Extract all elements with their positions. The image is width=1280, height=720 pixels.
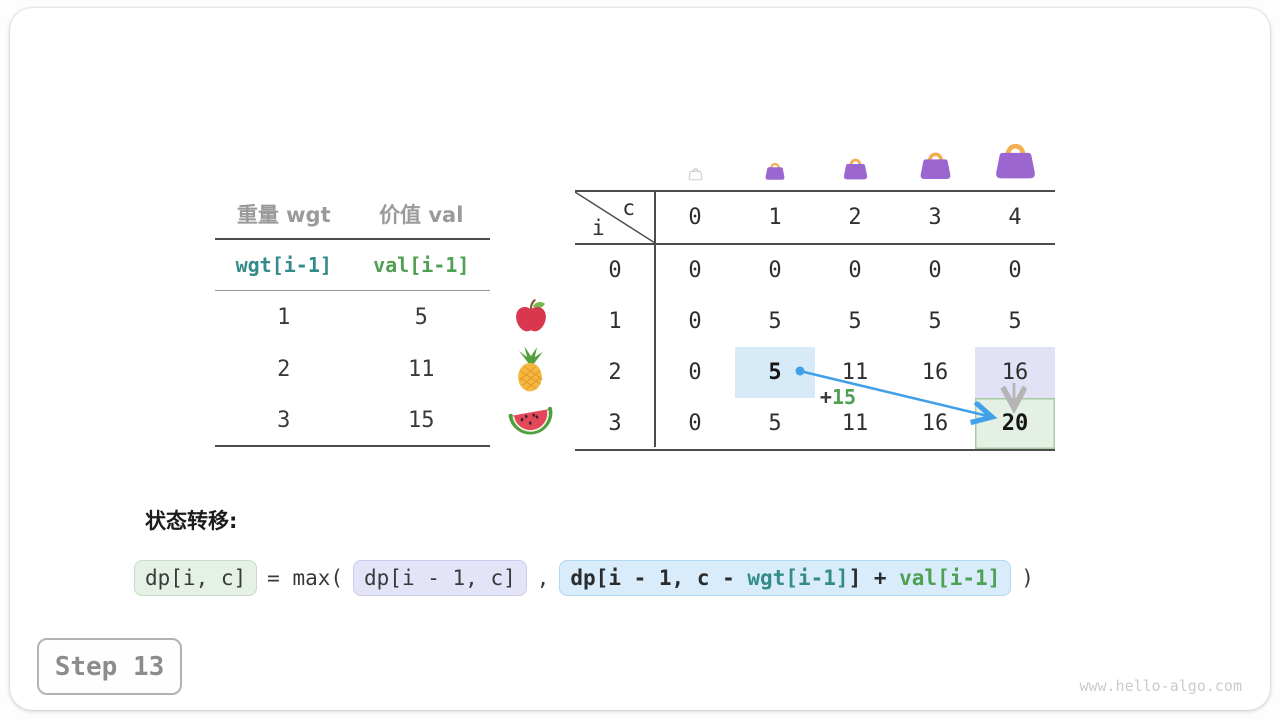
- item-row-1: 1 5: [215, 291, 490, 343]
- bag-capacity-4: [975, 118, 1055, 181]
- dp-table: c i 0 1 2 3 4 0 0 0 0 0 0 1 0 5 5 5 5 2 …: [575, 190, 1055, 451]
- dp-cell-3-0: 0: [688, 411, 702, 436]
- item-2-weight: 2: [277, 356, 291, 382]
- row-axis-label: i: [592, 216, 605, 240]
- state-transition-formula: dp[i, c] = max( dp[i - 1, c] , dp[i - 1,…: [134, 560, 1034, 596]
- dp-cell-1-3: 5: [928, 309, 942, 334]
- dp-cell-0-1: 0: [768, 258, 782, 283]
- take-val-term: val[i-1]: [899, 566, 1001, 590]
- dp-cell-0-0: 0: [688, 258, 702, 283]
- formula-comma: ,: [536, 566, 550, 590]
- weight-header: 重量 wgt: [236, 203, 331, 227]
- dp-cell-1-1: 5: [768, 309, 782, 334]
- item-2-value: 11: [408, 356, 435, 382]
- col-header-3: 3: [928, 205, 942, 230]
- wgt-array-label: wgt[i-1]: [235, 253, 332, 277]
- take-prefix: dp[i - 1, c -: [570, 566, 748, 590]
- dp-cell-2-4-source-skip: 16: [975, 347, 1055, 398]
- pineapple-icon: [511, 345, 549, 397]
- step-badge: Step 13: [37, 638, 182, 695]
- dp-cell-2-1-source-take: 5: [735, 347, 815, 398]
- col-header-1: 1: [768, 205, 782, 230]
- col-axis-label: c: [622, 196, 635, 220]
- bag-capacity-1: [735, 118, 815, 181]
- dp-row-1: 1 0 5 5 5 5: [575, 296, 1055, 347]
- bag-capacity-2: [815, 118, 895, 181]
- dp-cell-1-4: 5: [1008, 309, 1022, 334]
- state-transition-title: 状态转移:: [145, 509, 238, 533]
- item-table-header-row: 重量 wgt 价值 val: [215, 190, 490, 240]
- dp-table-axis-divider: [654, 190, 656, 447]
- row-header-0: 0: [608, 258, 622, 283]
- dp-cell-1-0: 0: [688, 309, 702, 334]
- dp-cell-2-3: 16: [921, 360, 949, 385]
- capacity-bags-row: [655, 118, 1055, 181]
- formula-eq-max: = max(: [267, 566, 344, 590]
- dp-row-0: 0 0 0 0 0 0: [575, 245, 1055, 296]
- step-label: Step 13: [54, 651, 165, 682]
- item-1-value: 5: [414, 304, 428, 330]
- bag-capacity-3: [895, 118, 975, 181]
- item-3-value: 15: [408, 407, 435, 433]
- value-header: 价值 val: [379, 203, 464, 227]
- row-header-3: 3: [608, 411, 622, 436]
- item-1-weight: 1: [277, 304, 291, 330]
- dp-cell-0-2: 0: [848, 258, 862, 283]
- dp-cell-0-3: 0: [928, 258, 942, 283]
- item-table: 重量 wgt 价值 val wgt[i-1] val[i-1] 1 5 2 11…: [215, 190, 490, 447]
- dp-header-row: c i 0 1 2 3 4: [575, 192, 1055, 245]
- watermelon-icon: [508, 401, 554, 441]
- row-header-2: 2: [608, 360, 622, 385]
- formula-dp-take-chip: dp[i - 1, c - wgt[i-1]] + val[i-1]: [559, 560, 1012, 596]
- bag-capacity-0: [655, 118, 735, 181]
- take-mid: ] +: [848, 566, 900, 590]
- col-header-2: 2: [848, 205, 862, 230]
- item-table-subheader-row: wgt[i-1] val[i-1]: [215, 240, 490, 291]
- watermark: www.hello-algo.com: [1079, 677, 1242, 695]
- row-header-1: 1: [608, 309, 622, 334]
- formula-dp-current-chip: dp[i, c]: [134, 560, 258, 596]
- dp-cell-0-4: 0: [1008, 258, 1022, 283]
- dp-cell-3-3: 16: [921, 411, 949, 436]
- dp-cell-2-0: 0: [688, 360, 702, 385]
- item-3-weight: 3: [277, 407, 291, 433]
- col-header-4: 4: [1008, 205, 1022, 230]
- dp-cell-3-4-current: 20: [975, 398, 1055, 449]
- dp-cell-3-1: 5: [768, 411, 782, 436]
- transition-gain-label: +15: [808, 385, 868, 409]
- formula-close-paren: ): [1021, 566, 1034, 590]
- gain-value: 15: [831, 385, 857, 409]
- take-wgt-term: wgt[i-1]: [747, 566, 849, 590]
- formula-dp-skip-chip: dp[i - 1, c]: [353, 560, 527, 596]
- item-row-3: 3 15: [215, 395, 490, 447]
- dp-cell-1-2: 5: [848, 309, 862, 334]
- axis-corner-cell: c i: [575, 192, 655, 243]
- plus-sign: +: [819, 385, 832, 409]
- item-row-2: 2 11: [215, 343, 490, 395]
- apple-icon: [513, 297, 549, 339]
- col-header-0: 0: [688, 205, 702, 230]
- val-array-label: val[i-1]: [373, 253, 470, 277]
